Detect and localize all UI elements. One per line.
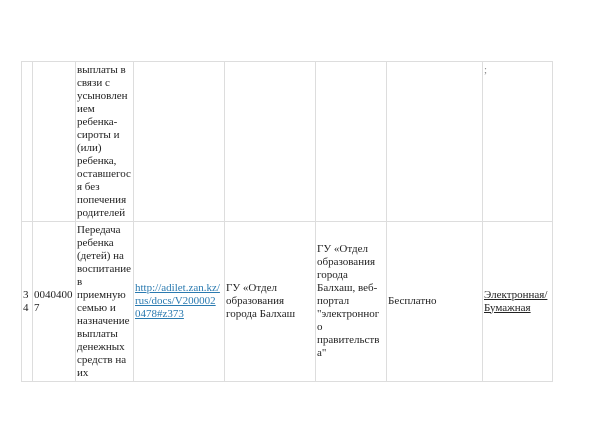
service-code: 0040400 7 [34,288,73,314]
row2-service-name: Передача ребенка (детей) на воспитание в… [75,221,133,382]
legal-doc-link[interactable]: http://adilet.zan.kz/ rus/docs/V200002 0… [135,282,220,320]
row1-cost [386,61,482,221]
row2-num: 3 4 [21,221,32,382]
row1-service-point [315,61,386,221]
row2-service-point: ГУ «Отдел образования города Балхаш, веб… [315,221,386,382]
row2-link-cell: http://adilet.zan.kz/ rus/docs/V200002 0… [133,221,224,382]
row1-service-name: выплаты в связи с усыновлен ием ребенка-… [75,61,133,221]
row1-form: ; [482,61,553,221]
form-text: Электронная/ Бумажная [484,288,548,314]
row2-form: Электронная/ Бумажная [482,221,553,382]
row2-code: 0040400 7 [32,221,75,382]
row-number: 3 4 [23,288,29,314]
provider-text: ГУ «Отдел образования города Балхаш [226,282,296,320]
row2-cost: Бесплатно [386,221,482,382]
row1-num [21,61,32,221]
row1-link [133,61,224,221]
row1-code [32,61,75,221]
cost-text: Бесплатно [388,295,437,307]
row2-provider: ГУ «Отдел образования города Балхаш [224,221,315,382]
service-point-text: ГУ «Отдел образования города Балхаш, веб… [317,243,380,359]
row1-provider [224,61,315,221]
